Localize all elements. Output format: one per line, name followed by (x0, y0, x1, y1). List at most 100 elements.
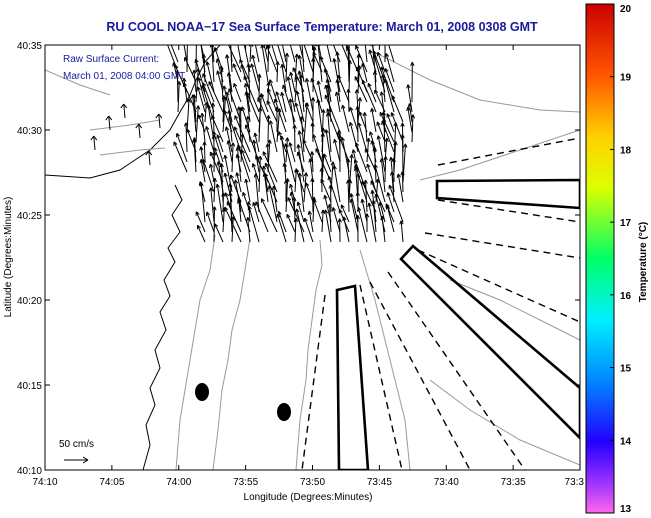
current-vector-head (230, 216, 236, 221)
current-vector-head (321, 154, 326, 159)
current-vector-head (325, 84, 331, 89)
current-vector-head (384, 68, 389, 73)
current-vector (197, 77, 206, 103)
current-vector-head (252, 139, 257, 144)
current-vector (202, 159, 215, 193)
current-vector-head (214, 223, 219, 228)
current-vector (252, 163, 260, 183)
current-vector-head (242, 191, 247, 197)
current-vector-head (327, 203, 332, 209)
current-vector-head (297, 130, 302, 135)
current-vector (386, 113, 395, 133)
current-vector (289, 142, 296, 163)
current-vector-head (381, 111, 386, 116)
current-vector (368, 202, 377, 243)
current-vector-head (297, 70, 302, 75)
current-vector-head (197, 114, 202, 119)
current-vector-head (196, 86, 201, 91)
current-vector-head (288, 142, 293, 147)
current-vector (335, 91, 341, 113)
current-vector-head (282, 84, 287, 90)
current-vector (269, 79, 278, 103)
current-vector (267, 45, 270, 73)
chart-title: RU COOL NOAA−17 Sea Surface Temperature:… (106, 20, 538, 34)
current-vector (193, 94, 197, 123)
current-vector-head (264, 173, 269, 178)
current-vector (277, 45, 287, 73)
colorbar-tick-label: 18 (620, 145, 632, 156)
current-vector (376, 121, 386, 143)
current-vector-head (340, 137, 345, 142)
current-vector (158, 114, 161, 129)
current-vector (148, 151, 151, 166)
current-vector (284, 143, 296, 183)
depth-contour (175, 234, 216, 470)
current-vector-head (354, 164, 359, 169)
current-vector (213, 131, 224, 163)
current-vector (387, 192, 395, 213)
current-vector (252, 202, 260, 223)
current-vector (328, 204, 332, 233)
current-vector-head (224, 192, 229, 197)
current-vector-head (271, 185, 277, 191)
current-vector-head (145, 150, 153, 156)
current-vector-head (213, 47, 218, 52)
current-vector (289, 45, 296, 63)
current-vector (222, 207, 225, 233)
current-vector (213, 178, 216, 203)
current-vector-head (376, 135, 381, 140)
current-vector (210, 187, 215, 223)
current-vector (216, 184, 224, 223)
depth-contour (379, 54, 580, 113)
current-vector-head (338, 209, 343, 214)
current-vector (263, 165, 269, 203)
current-vector (294, 76, 298, 103)
current-vector (247, 116, 251, 143)
current-vector-head (227, 109, 232, 115)
current-vector (228, 72, 233, 103)
current-vector-head (205, 211, 211, 216)
current-vector-head (266, 88, 271, 93)
x-tick-label: 74:05 (99, 477, 124, 488)
current-vector (241, 149, 251, 173)
current-vector-head (386, 113, 391, 118)
current-vector-head (202, 73, 207, 78)
current-vector-head (308, 158, 313, 163)
current-vector (374, 164, 386, 203)
current-vector-head (234, 115, 239, 120)
current-vector (197, 225, 206, 243)
current-vector (302, 139, 314, 163)
current-vector (384, 68, 395, 93)
current-vector-head (355, 45, 360, 50)
current-vector (401, 171, 404, 193)
depth-contour (45, 69, 166, 156)
current-vector (278, 211, 287, 233)
current-vector-head (380, 74, 386, 79)
current-vector (211, 115, 224, 143)
current-vector (276, 61, 279, 83)
current-vector-head (289, 71, 294, 77)
current-vector (303, 102, 308, 143)
current-vector-head (406, 106, 411, 112)
current-vector (209, 163, 215, 183)
current-vector (371, 108, 377, 133)
current-vector (386, 205, 395, 233)
current-vector-head (232, 63, 237, 68)
current-vector (324, 94, 341, 133)
current-vector-head (311, 196, 317, 201)
current-vector-head (236, 106, 242, 111)
current-vector-head (375, 178, 380, 184)
current-vector (333, 58, 341, 93)
current-vector-head (309, 151, 315, 156)
current-vector (285, 53, 288, 83)
current-vector-head (224, 126, 230, 131)
current-vector-head (243, 83, 249, 88)
current-vector (230, 174, 242, 203)
current-vector-head (264, 162, 269, 168)
current-vector-head (378, 201, 383, 207)
current-vector (238, 199, 242, 223)
current-vector-head (105, 115, 113, 121)
current-vector-head (233, 83, 238, 88)
y-tick-label: 40:10 (17, 466, 42, 477)
current-vector-head (304, 102, 310, 107)
